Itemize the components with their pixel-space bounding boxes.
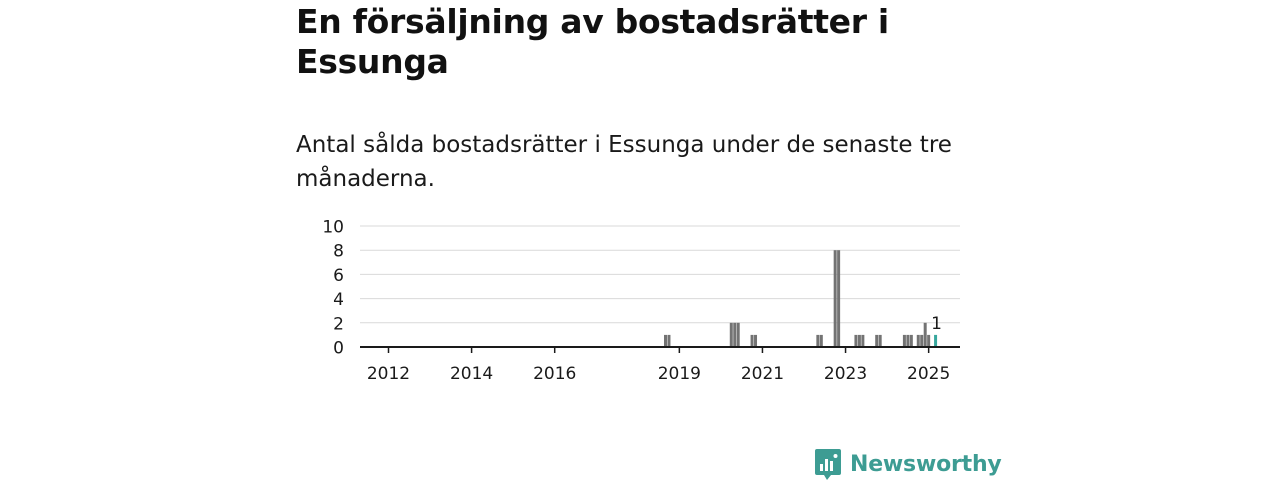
bar [927,334,931,347]
newsworthy-logo-icon [815,449,841,480]
bar [754,334,758,347]
data-label: 1 [931,314,942,334]
bar [736,322,740,347]
bar [664,334,667,347]
chart-title: En försäljning av bostadsrätter i Essung… [296,2,889,81]
y-tick-label: 2 [333,314,344,334]
y-tick-label: 4 [333,290,344,310]
bar [837,250,841,347]
bar [906,334,910,347]
bar [733,322,737,347]
bar [857,334,861,347]
x-tick-label: 2012 [367,364,410,384]
y-tick-label: 6 [333,266,344,286]
bar [667,334,671,347]
bar [819,334,823,347]
bar [854,334,858,347]
bar [750,334,754,347]
y-tick-label: 8 [333,242,344,262]
bar [916,334,920,347]
bar [923,322,927,347]
x-tick-label: 2019 [658,364,701,384]
brand-name: Newsworthy [850,451,1002,477]
newsworthy-logo: Newsworthy [814,446,1002,482]
bar [902,334,906,347]
bar [861,334,865,347]
highlight-bar [934,334,938,347]
bar [833,250,837,347]
y-tick-label: 0 [333,339,344,359]
bar [909,334,913,347]
x-tick-label: 2023 [824,364,867,384]
bar [816,334,820,347]
bar [729,322,733,347]
chart-subtitle: Antal sålda bostadsrätter i Essunga unde… [296,132,952,192]
bar [875,334,879,347]
y-tick-label: 10 [322,218,344,238]
bar [878,334,882,347]
x-tick-label: 2025 [907,364,950,384]
x-tick-label: 2021 [741,364,784,384]
chart-card: En försäljning av bostadsrätter i Essung… [296,0,976,480]
x-tick-label: 2014 [450,364,493,384]
bar [920,334,924,347]
x-tick-label: 2016 [533,364,576,384]
